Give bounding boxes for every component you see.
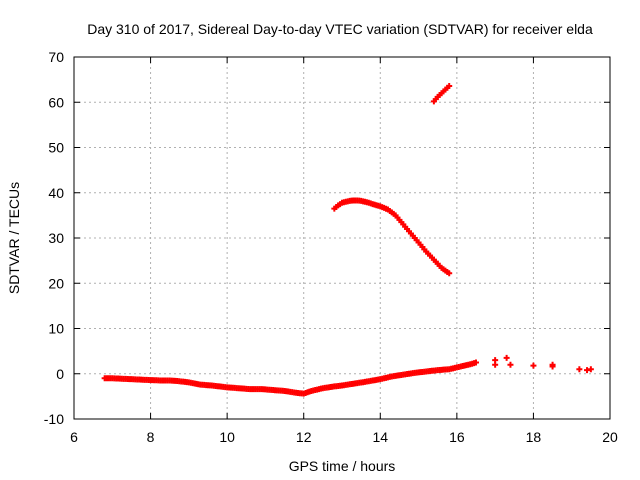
grid-lines (74, 57, 610, 419)
data-point (446, 270, 453, 277)
x-tick-label: 20 (602, 429, 618, 445)
chart-title: Day 310 of 2017, Sidereal Day-to-day VTE… (87, 21, 593, 37)
y-tick-label: 30 (48, 230, 64, 246)
x-tick-label: 12 (296, 429, 312, 445)
y-tick-label: 20 (48, 275, 64, 291)
y-axis-label: SDTVAR / TECUs (6, 182, 22, 294)
data-point (507, 361, 514, 368)
y-tick-label: 10 (48, 321, 64, 337)
y-tick-label: 50 (48, 140, 64, 156)
x-tick-label: 10 (219, 429, 235, 445)
data-point (587, 366, 594, 373)
x-tick-label: 18 (526, 429, 542, 445)
axis-ticks: 6 8 10 12 14 16 18 20 -10 0 10 20 30 40 50 60 70 (44, 49, 618, 445)
x-tick-label: 16 (449, 429, 465, 445)
y-tick-label: 40 (48, 185, 64, 201)
data-point (492, 357, 499, 364)
data-point (446, 82, 453, 89)
y-tick-label: 0 (56, 366, 64, 382)
data-point (549, 363, 556, 370)
y-tick-label: -10 (44, 411, 64, 427)
data-point (530, 362, 537, 369)
x-tick-label: 14 (372, 429, 388, 445)
x-tick-label: 8 (147, 429, 155, 445)
data-point (576, 366, 583, 373)
y-tick-label: 60 (48, 94, 64, 110)
data-points (101, 82, 594, 397)
y-tick-label: 70 (48, 49, 64, 65)
x-axis-label: GPS time / hours (289, 458, 396, 474)
x-tick-label: 6 (70, 429, 78, 445)
data-point (473, 359, 479, 366)
data-point (503, 354, 510, 361)
